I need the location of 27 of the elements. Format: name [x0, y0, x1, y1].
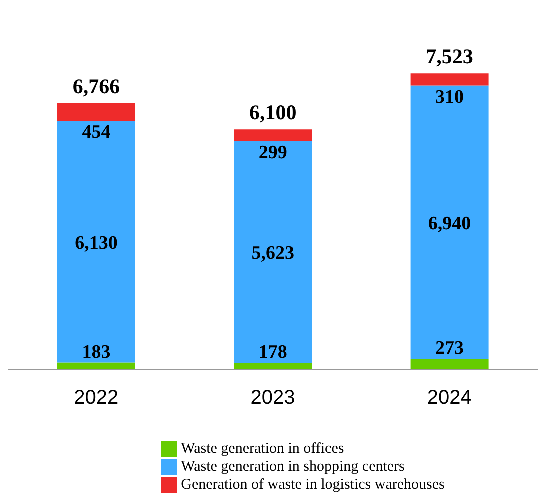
data-label: 178: [258, 342, 288, 363]
total-label: 6,100: [250, 100, 297, 125]
total-label: 6,766: [72, 74, 120, 98]
bar: [234, 362, 312, 370]
data-label: 5,623: [252, 243, 295, 264]
legend-label: Generation of waste in logistics warehouses: [181, 477, 445, 493]
bar: [57, 121, 136, 363]
bar: [57, 103, 136, 122]
bar: [57, 362, 136, 370]
bar: [410, 74, 489, 86]
bar: [234, 141, 312, 363]
x-tick-label: 2024: [427, 387, 472, 410]
bar: [234, 130, 312, 142]
bar: [410, 86, 489, 360]
data-label: 454: [82, 122, 112, 144]
data-label: 6,130: [75, 233, 118, 254]
data-label: 299: [258, 142, 288, 164]
legend-label: Waste generation in shopping centers: [181, 459, 405, 475]
data-label: 273: [436, 338, 464, 360]
legend-label: Waste generation in offices: [181, 441, 344, 457]
bar: [410, 359, 489, 370]
total-label: 7,523: [426, 44, 474, 69]
x-tick-label: 2023: [250, 387, 296, 410]
data-label: 310: [436, 86, 464, 108]
data-label: 6,940: [428, 214, 472, 235]
x-tick-label: 2022: [74, 387, 119, 410]
data-label: 183: [82, 342, 111, 363]
